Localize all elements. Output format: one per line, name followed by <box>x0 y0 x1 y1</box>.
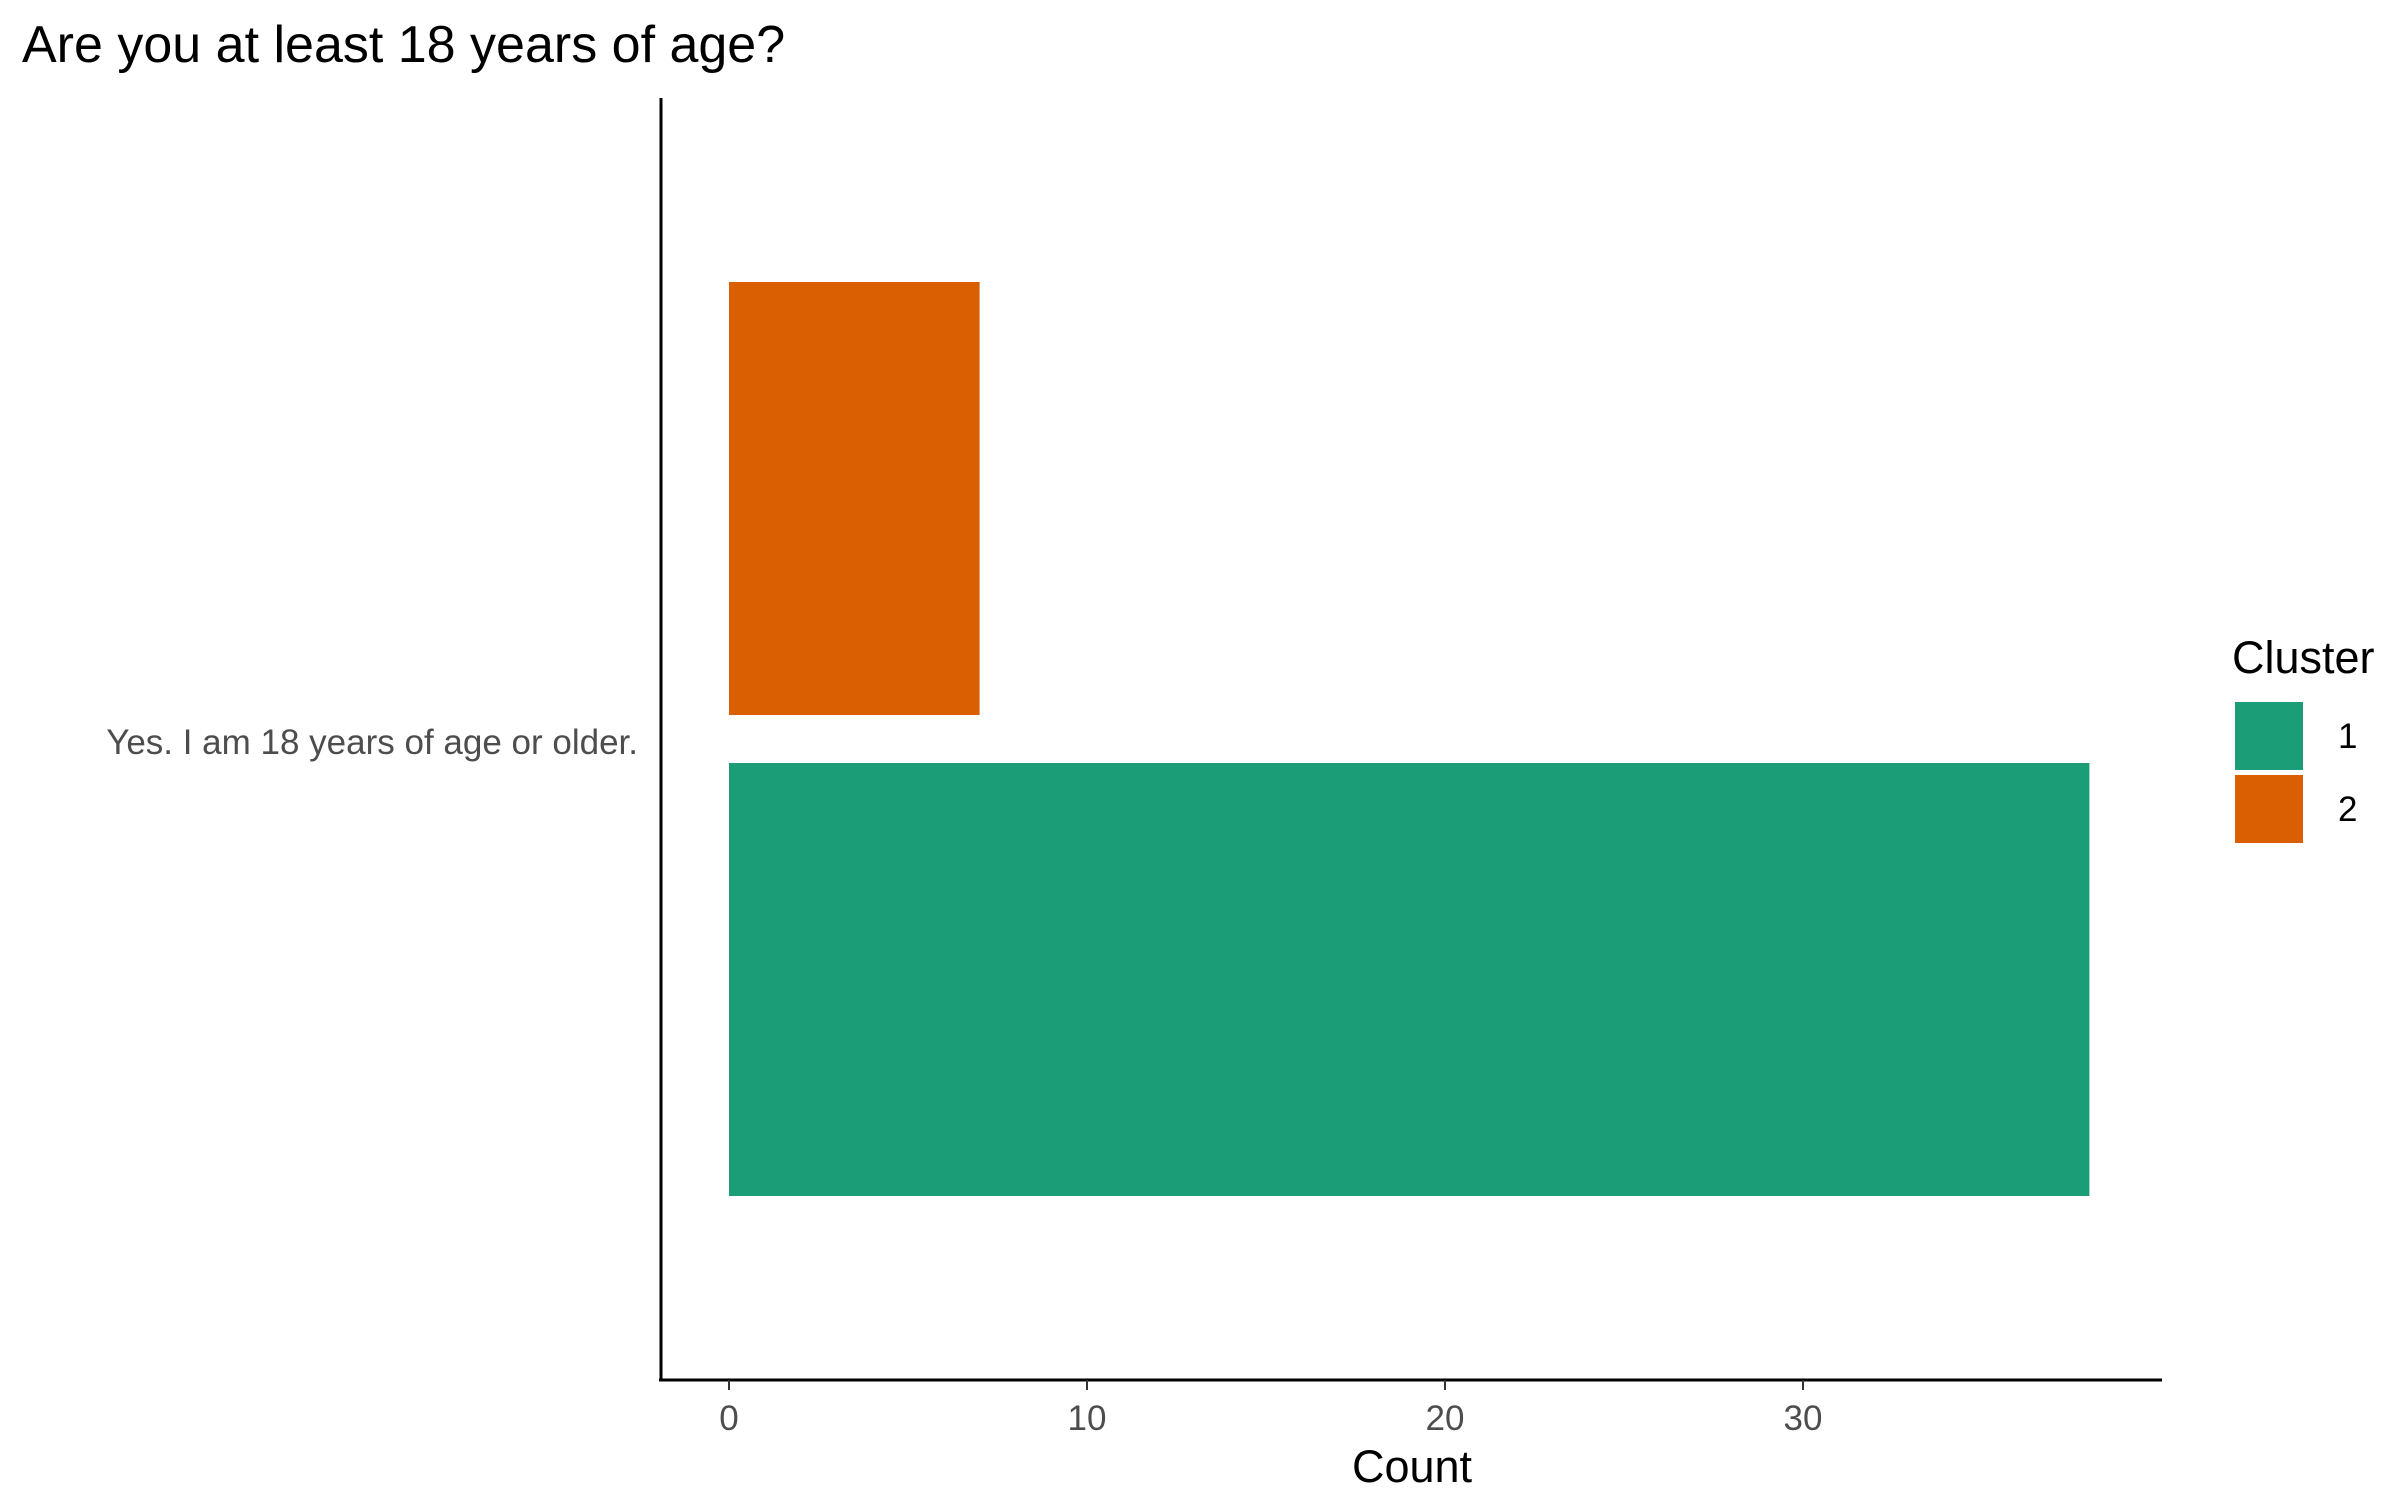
legend-label: 2 <box>2338 790 2357 829</box>
bar-cluster-2 <box>729 282 980 715</box>
x-tick-label: 10 <box>1068 1399 1107 1438</box>
x-tick-label: 0 <box>719 1399 738 1438</box>
y-tick-label: Yes. I am 18 years of age or older. <box>106 723 638 762</box>
legend-label: 1 <box>2338 717 2357 756</box>
x-tick-label: 20 <box>1426 1399 1465 1438</box>
y-axis-ticks: Yes. I am 18 years of age or older. <box>106 723 638 762</box>
x-tick-label: 30 <box>1784 1399 1823 1438</box>
x-axis-ticks: 0 10 20 30 <box>719 1380 1822 1438</box>
legend-key-2 <box>2235 775 2303 843</box>
legend-key-1 <box>2235 702 2303 770</box>
chart-title: Are you at least 18 years of age? <box>22 16 785 74</box>
x-axis-label: Count <box>1352 1441 1473 1492</box>
legend: Cluster 1 2 <box>2232 632 2375 843</box>
plot-area <box>729 282 2090 1196</box>
bar-cluster-1 <box>729 763 2090 1196</box>
legend-title: Cluster <box>2232 632 2375 683</box>
